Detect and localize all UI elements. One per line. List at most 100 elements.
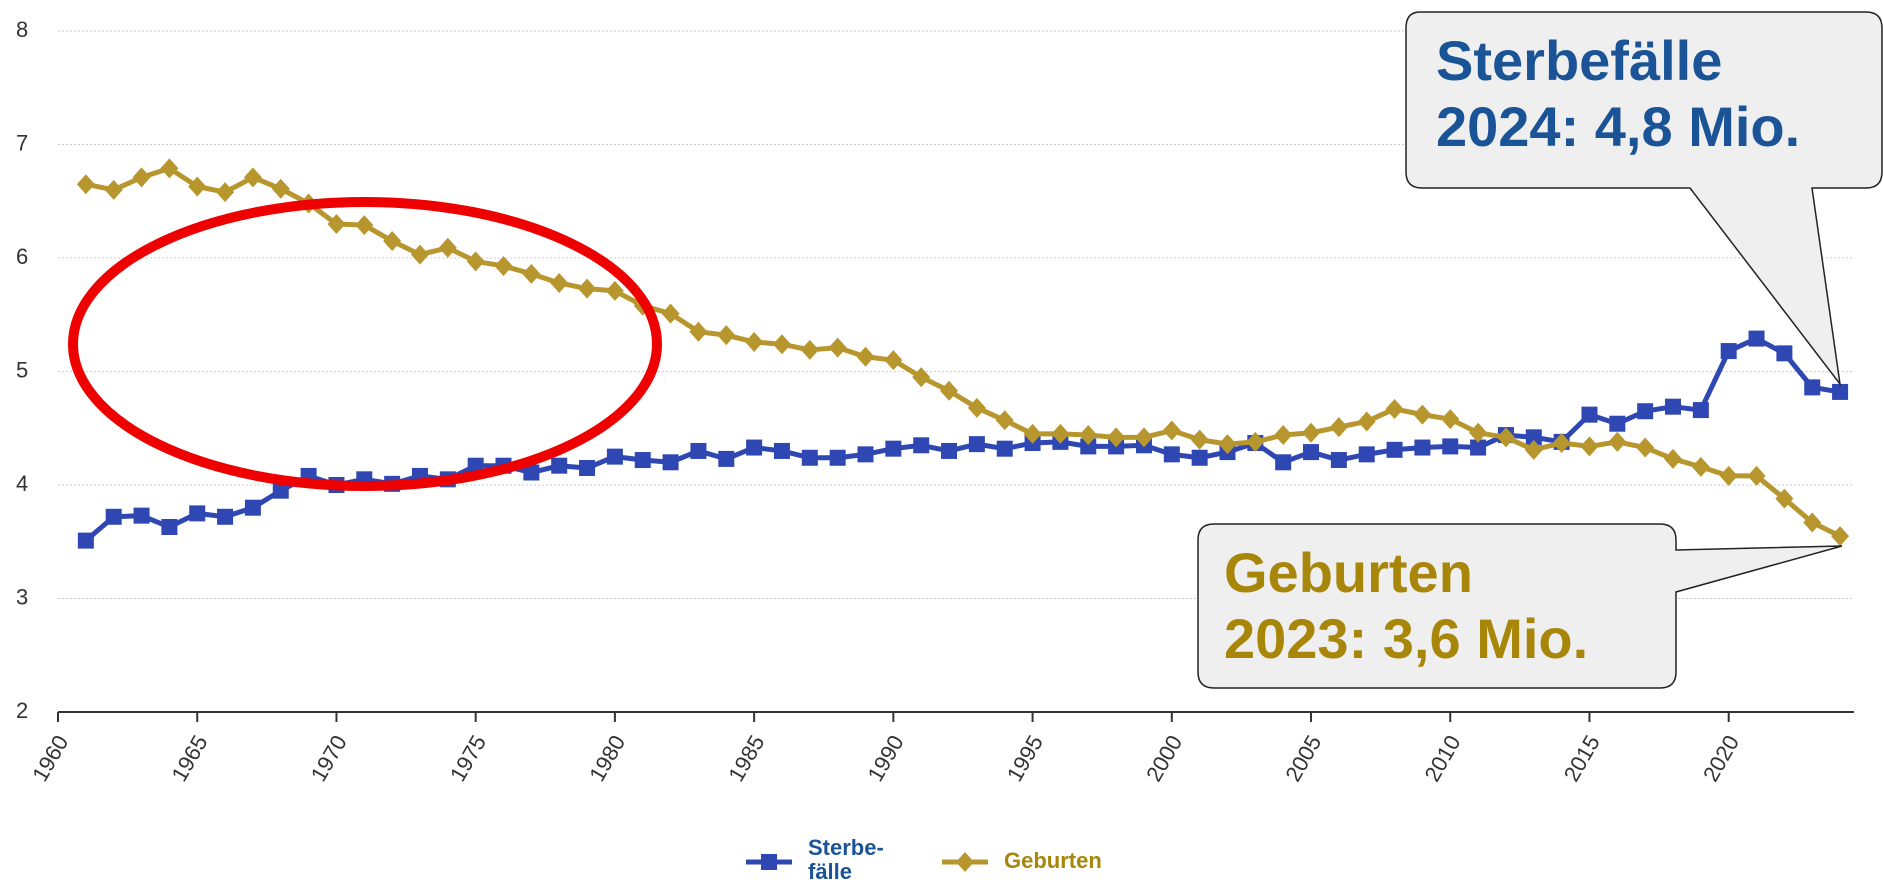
marker [1079, 425, 1098, 446]
marker [1496, 427, 1515, 448]
marker [1134, 427, 1153, 448]
marker [690, 442, 707, 459]
marker [634, 452, 651, 469]
marker [327, 213, 346, 234]
marker [466, 251, 485, 272]
marker [1580, 436, 1599, 457]
marker [1302, 422, 1321, 443]
marker [885, 440, 902, 457]
marker [913, 437, 930, 454]
marker [550, 272, 569, 293]
marker [995, 410, 1014, 431]
marker [161, 518, 178, 535]
x-tick-label: 1960 [27, 731, 73, 786]
marker [1524, 439, 1543, 460]
marker [1386, 441, 1403, 458]
marker [579, 459, 596, 476]
marker [829, 449, 846, 466]
marker [189, 505, 206, 522]
marker [1385, 398, 1404, 419]
marker [772, 334, 791, 355]
marker [1831, 526, 1850, 547]
marker [1552, 433, 1571, 454]
x-tick-label: 2005 [1280, 731, 1326, 786]
marker [746, 439, 763, 456]
marker [689, 321, 708, 342]
marker [1775, 488, 1794, 509]
marker [801, 449, 818, 466]
marker [1637, 403, 1654, 420]
marker [272, 482, 289, 499]
marker [217, 508, 234, 525]
marker [1218, 434, 1237, 455]
marker [828, 337, 847, 358]
marker [1107, 427, 1126, 448]
x-tick-label: 1995 [1002, 731, 1048, 786]
x-tick-label: 2020 [1698, 731, 1744, 786]
callout-text: Sterbefälle [1436, 29, 1722, 92]
marker [941, 442, 958, 459]
marker [1525, 429, 1542, 446]
x-tick-label: 1975 [445, 731, 491, 786]
marker [1190, 429, 1209, 450]
callout-text: 2023: 3,6 Mio. [1224, 607, 1588, 670]
marker [551, 457, 568, 474]
marker [605, 280, 624, 301]
callout-text: 2024: 4,8 Mio. [1436, 95, 1800, 158]
marker [1051, 423, 1070, 444]
marker [1442, 438, 1459, 455]
highlight-ellipse [68, 197, 662, 491]
marker [133, 507, 150, 524]
series-line [84, 336, 1841, 543]
y-tick-label: 7 [16, 130, 28, 155]
marker [1275, 454, 1292, 471]
marker [956, 852, 974, 872]
marker [996, 440, 1013, 457]
marker [1162, 420, 1181, 441]
x-tick-label: 1985 [723, 731, 769, 786]
marker [884, 350, 903, 371]
marker [1358, 446, 1375, 463]
marker [1023, 423, 1042, 444]
marker [1329, 417, 1348, 438]
marker [1414, 439, 1431, 456]
marker [1608, 431, 1627, 452]
marker [104, 179, 123, 200]
marker [717, 325, 736, 346]
marker [968, 436, 985, 453]
y-tick-label: 4 [16, 471, 28, 496]
marker [1470, 439, 1487, 456]
marker [1080, 438, 1097, 455]
marker [662, 454, 679, 471]
marker [188, 176, 207, 197]
callout-box [1405, 11, 1883, 387]
marker [1246, 431, 1265, 452]
marker [1719, 465, 1738, 486]
y-tick-label: 2 [16, 698, 28, 723]
series-line [85, 165, 1842, 539]
marker [1191, 449, 1208, 466]
marker [1441, 409, 1460, 430]
marker [410, 244, 429, 265]
marker [160, 158, 179, 179]
marker [1664, 448, 1683, 469]
marker [1163, 446, 1180, 463]
marker [661, 303, 680, 324]
marker [244, 499, 261, 516]
x-tick-label: 2010 [1419, 731, 1465, 786]
marker [1581, 406, 1598, 423]
x-tick-label: 1980 [584, 731, 630, 786]
marker [1330, 452, 1347, 469]
marker [578, 278, 597, 299]
y-tick-label: 5 [16, 357, 28, 382]
lines [76, 158, 1850, 549]
marker [967, 397, 986, 418]
y-tick-label: 3 [16, 584, 28, 609]
marker [1469, 422, 1488, 443]
marker [1609, 415, 1626, 432]
marker [940, 380, 959, 401]
x-tick-label: 2000 [1141, 731, 1187, 786]
x-tick-label: 1970 [306, 731, 352, 786]
